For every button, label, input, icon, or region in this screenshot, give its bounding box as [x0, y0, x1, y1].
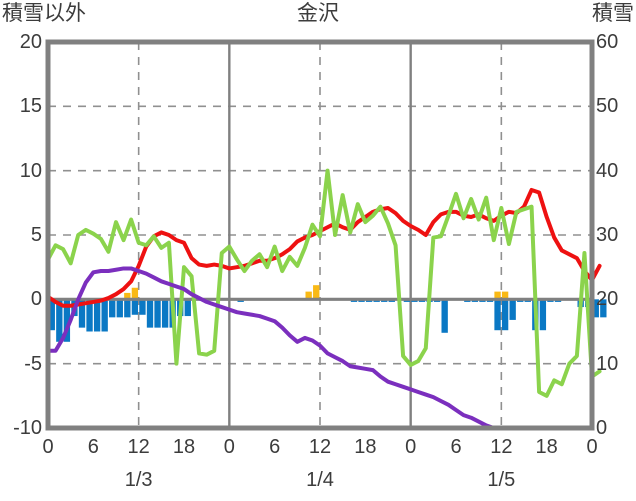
x-axis-tick: 0	[42, 436, 54, 458]
x-axis-tick: 0	[405, 436, 417, 458]
right-axis-title: 積雪	[592, 2, 634, 25]
precipitation-bar	[48, 299, 55, 331]
precipitation-bar	[539, 299, 547, 331]
sunshine-bar	[124, 292, 131, 300]
right-axis-tick: 60	[596, 31, 619, 53]
precipitation-bar	[441, 299, 448, 333]
sunshine-bar	[313, 285, 320, 300]
right-axis-tick: 20	[596, 288, 619, 311]
precipitation-bar	[124, 299, 131, 318]
x-axis-tick: 18	[535, 436, 558, 458]
plot-frame	[45, 39, 595, 431]
precipitation-bar	[109, 299, 116, 318]
series-line-temperature	[46, 187, 602, 308]
left-axis-title: 積雪以外	[2, 2, 86, 25]
precipitation-bar	[592, 299, 599, 318]
x-axis-tick: 6	[269, 436, 281, 458]
precipitation-bar	[93, 299, 101, 332]
x-axis-tick: 18	[172, 436, 196, 458]
precipitation-bar	[78, 299, 86, 328]
right-axis-tick: 10	[596, 352, 619, 375]
x-axis-day-label: 1/4	[306, 469, 334, 491]
precipitation-bar	[509, 299, 516, 320]
precipitation-bar	[86, 299, 93, 332]
x-axis-day-label: 1/3	[124, 469, 153, 491]
precipitation-bar	[154, 299, 161, 328]
x-axis-tick: 0	[586, 436, 598, 458]
x-axis-tick: 12	[308, 436, 332, 458]
precipitation-bar	[494, 299, 501, 331]
plot-border	[45, 39, 595, 431]
precipitation-bar	[184, 299, 191, 317]
bar-series	[48, 285, 607, 342]
sunshine-bar	[131, 287, 139, 300]
left-axis-tick: 20	[19, 31, 42, 53]
left-axis-tick: -10	[13, 417, 42, 439]
precipitation-bar	[501, 299, 509, 331]
right-axis-tick: 50	[596, 95, 619, 118]
precipitation-bar	[63, 299, 71, 342]
x-axis-day-label: 1/5	[487, 469, 516, 491]
sunshine-bar	[501, 291, 509, 300]
precipitation-bar	[131, 299, 139, 315]
right-axis-tick: 30	[596, 224, 619, 246]
sunshine-bar	[305, 291, 312, 300]
x-axis-tick: 12	[490, 436, 513, 458]
left-axis-tick: 0	[30, 288, 42, 311]
left-axis-tick: 5	[30, 224, 42, 246]
precipitation-bar	[600, 299, 607, 318]
precipitation-bar	[139, 299, 146, 315]
precipitation-bar	[146, 299, 154, 328]
page-title: 金沢	[297, 2, 339, 25]
left-axis-tick: 15	[19, 95, 42, 118]
right-axis-tick: 0	[596, 417, 608, 439]
x-axis-tick: 18	[354, 436, 377, 458]
grid-lines	[48, 42, 592, 428]
left-axis-tick: -5	[24, 352, 42, 375]
series-line-wind	[46, 168, 602, 398]
right-axis-tick: 40	[596, 159, 619, 182]
x-axis-tick: 6	[87, 436, 99, 458]
precipitation-bar	[56, 299, 63, 342]
x-axis-tick: 0	[223, 436, 235, 458]
precipitation-bar	[116, 299, 123, 318]
precipitation-bar	[101, 299, 108, 332]
x-axis-tick: 12	[127, 436, 150, 458]
sunshine-bar	[494, 291, 501, 300]
precipitation-bar	[161, 299, 169, 328]
left-axis-tick: 10	[19, 159, 42, 182]
x-axis-tick: 6	[450, 436, 462, 458]
